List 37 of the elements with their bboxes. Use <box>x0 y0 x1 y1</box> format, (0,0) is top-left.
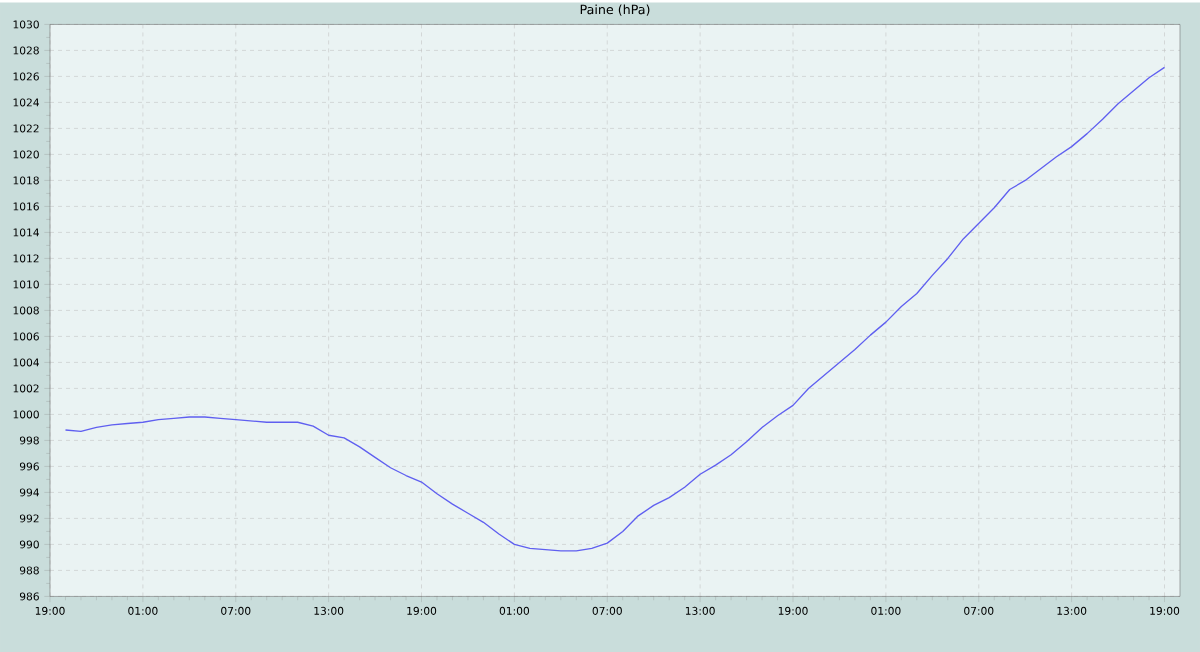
y-tick-label: 1014 <box>13 228 40 237</box>
x-tick-label: 07:00 <box>221 606 251 615</box>
y-tick-label: 1010 <box>13 280 39 289</box>
y-tick-label: 1016 <box>13 202 39 211</box>
y-tick-label: 990 <box>19 540 39 549</box>
x-tick-label: 01:00 <box>499 606 530 615</box>
y-tick-label: 1024 <box>13 98 40 107</box>
y-tick-label: 992 <box>19 514 39 523</box>
x-tick-label: 01:00 <box>128 606 158 615</box>
y-tick-label: 1028 <box>13 46 39 55</box>
y-tick-label: 1020 <box>13 150 39 159</box>
y-tick-label: 998 <box>19 436 39 445</box>
y-tick-label: 1012 <box>13 254 39 263</box>
y-tick-label: 1004 <box>13 358 40 367</box>
chart-title: Paine (hPa) <box>580 4 650 16</box>
x-tick-label: 07:00 <box>592 606 622 615</box>
x-tick-label: 19:00 <box>407 606 437 615</box>
x-tick-label: 13:00 <box>685 606 715 615</box>
x-tick-label: 13:00 <box>314 606 344 615</box>
y-tick-label: 996 <box>19 462 39 471</box>
y-tick-label: 1022 <box>13 124 39 133</box>
x-tick-label: 13:00 <box>1057 606 1087 615</box>
x-tick-label: 01:00 <box>871 606 901 615</box>
x-tick-label: 19:00 <box>35 606 65 615</box>
y-tick-label: 1006 <box>13 332 39 341</box>
y-tick-label: 1026 <box>13 72 39 81</box>
x-tick-label: 19:00 <box>778 606 808 615</box>
y-tick-label: 988 <box>19 566 39 575</box>
y-tick-label: 986 <box>19 592 39 601</box>
y-tick-label: 1002 <box>13 384 39 393</box>
y-tick-label: 1008 <box>13 306 39 315</box>
x-tick-label: 07:00 <box>964 606 994 615</box>
y-tick-label: 1000 <box>13 410 39 419</box>
y-tick-label: 994 <box>19 488 40 497</box>
y-tick-label: 1030 <box>13 20 39 29</box>
y-tick-label: 1018 <box>13 176 39 185</box>
x-tick-label: 19:00 <box>1150 606 1180 615</box>
